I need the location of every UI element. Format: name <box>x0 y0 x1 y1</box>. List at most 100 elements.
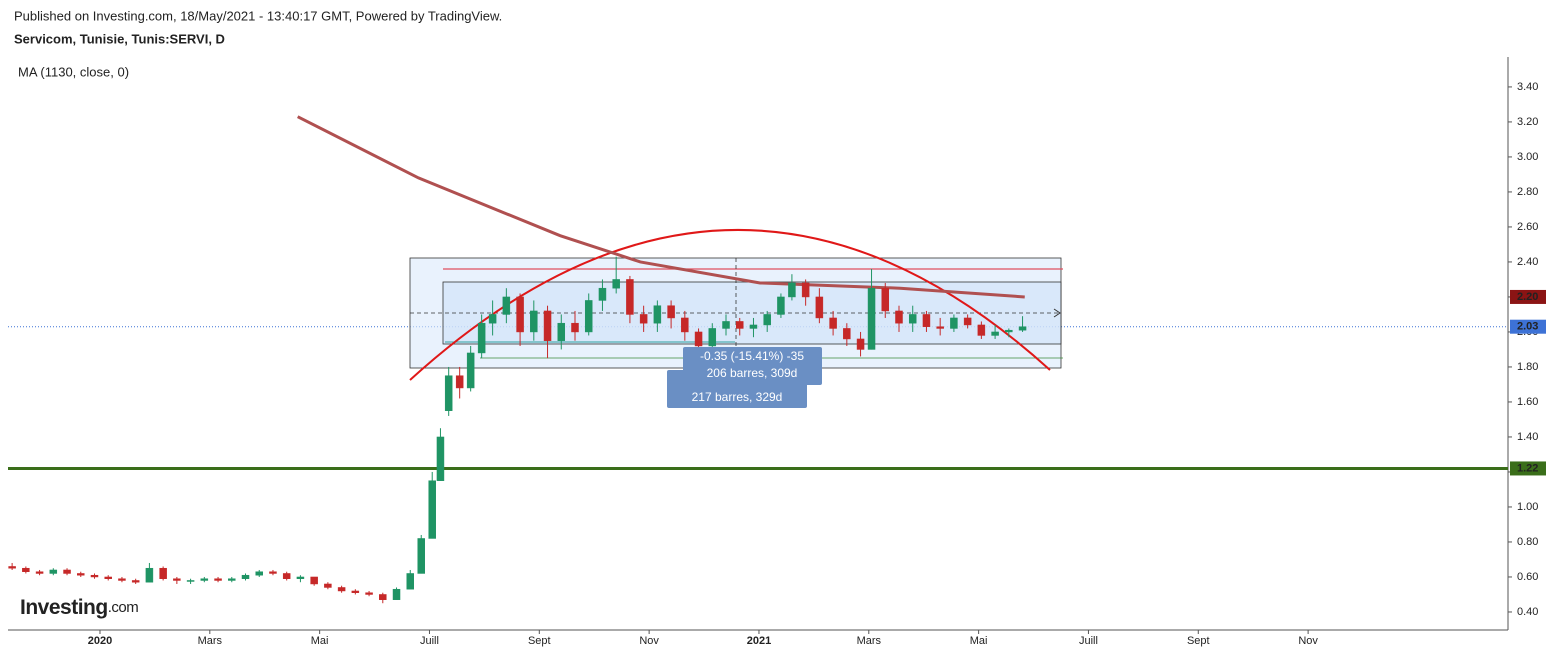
y-tick-label: 1.40 <box>1517 431 1538 443</box>
candle-body <box>436 436 445 481</box>
candle-body <box>1005 329 1013 333</box>
candle-body <box>104 576 112 579</box>
candle-body <box>612 279 620 289</box>
candle-body <box>763 314 771 326</box>
candle-body <box>214 578 222 581</box>
x-tick-label: Mars <box>857 635 882 647</box>
candle-body <box>735 321 744 329</box>
candle-body <box>35 571 44 574</box>
candle-body <box>392 588 401 600</box>
candle-body <box>571 322 579 333</box>
candle-body <box>908 314 917 324</box>
candle-body <box>543 310 552 341</box>
candle-body <box>90 574 99 578</box>
candle-body <box>200 578 209 581</box>
y-tick-label: 0.80 <box>1517 536 1538 548</box>
candle-body <box>815 296 824 319</box>
candle-body <box>351 590 360 593</box>
candle-body <box>8 566 16 569</box>
price-label: 2.20 <box>1517 291 1538 303</box>
candle-body <box>324 583 332 588</box>
candle-body <box>77 573 85 576</box>
candle-body <box>477 322 486 354</box>
x-tick-label: 2021 <box>747 635 771 647</box>
candle-body <box>598 287 607 301</box>
candle-body <box>895 310 903 324</box>
candle-body <box>255 571 263 576</box>
candle-body <box>455 375 464 389</box>
candle-body <box>681 317 689 333</box>
candle-body <box>694 331 703 347</box>
candle-body <box>950 317 958 329</box>
y-tick-label: 1.80 <box>1517 361 1538 373</box>
x-tick-label: Mai <box>970 635 988 647</box>
candle-body <box>829 317 837 329</box>
y-tick-label: 3.40 <box>1517 81 1538 93</box>
x-tick-label: Nov <box>639 635 659 647</box>
candle-body <box>977 324 986 336</box>
candle-body <box>708 328 717 347</box>
candle-body <box>963 317 972 326</box>
x-tick-label: Nov <box>1298 635 1318 647</box>
candle-body <box>269 571 277 574</box>
x-tick-label: Sept <box>1187 635 1210 647</box>
candle-body <box>801 282 810 298</box>
candle-body <box>867 287 876 350</box>
candle-body <box>131 580 140 583</box>
candle-body <box>936 326 944 329</box>
ma-legend: MA (1130, close, 0) <box>18 64 129 79</box>
candles <box>8 256 1027 604</box>
annotation: 217 barres, 329d <box>692 390 783 404</box>
candle-body <box>639 314 648 324</box>
logo: Investing.com <box>20 596 138 619</box>
annotation: -0.35 (-15.41%) -35 <box>700 349 804 363</box>
y-tick-label: 2.80 <box>1517 186 1538 198</box>
y-tick-label: 3.20 <box>1517 116 1538 128</box>
moving-average <box>296 115 1025 299</box>
candle-body <box>241 574 250 579</box>
candle-body <box>145 567 154 583</box>
candle-body <box>379 594 387 600</box>
logo-text: Investing <box>20 596 108 619</box>
y-tick-label: 1.00 <box>1517 501 1538 513</box>
candle-body <box>488 314 497 324</box>
candle-body <box>777 296 785 315</box>
y-tick-label: 2.60 <box>1517 221 1538 233</box>
candle-body <box>516 296 524 333</box>
price-label-box <box>1510 319 1546 334</box>
candle-body <box>502 296 511 315</box>
candle-body <box>444 375 453 411</box>
candle-body <box>1018 326 1027 331</box>
candle-body <box>49 569 58 574</box>
candle-body <box>749 324 758 329</box>
candle-body <box>667 305 675 319</box>
logo-suffix: .com <box>108 599 139 616</box>
candle-body <box>406 573 415 590</box>
x-tick-label: Juill <box>420 635 439 647</box>
candle-body <box>530 310 538 333</box>
candle-body <box>653 305 662 324</box>
candle-body <box>788 282 796 298</box>
candle-body <box>584 300 593 333</box>
arrow <box>1053 308 1061 318</box>
x-tick-label: Sept <box>528 635 551 647</box>
candle-body <box>922 314 931 327</box>
candle-body <box>417 538 425 574</box>
price-label: 2.03 <box>1517 321 1538 333</box>
published: Published on Investing.com, 18/May/2021 … <box>14 8 502 23</box>
y-tick-label: 0.60 <box>1517 571 1538 583</box>
candle-body <box>310 576 318 585</box>
candle-body <box>337 587 346 592</box>
candle-body <box>856 338 865 350</box>
y-tick-label: 0.40 <box>1517 606 1538 618</box>
candle-body <box>228 578 236 581</box>
candle-body <box>557 322 566 341</box>
candle-body <box>173 578 181 581</box>
candle-body <box>186 580 195 582</box>
candle-body <box>63 569 71 574</box>
price-label-box <box>1510 461 1546 476</box>
candle-body <box>843 328 851 340</box>
candle-body <box>282 573 291 579</box>
candle-body <box>881 287 890 312</box>
x-tick-label: Juill <box>1079 635 1098 647</box>
